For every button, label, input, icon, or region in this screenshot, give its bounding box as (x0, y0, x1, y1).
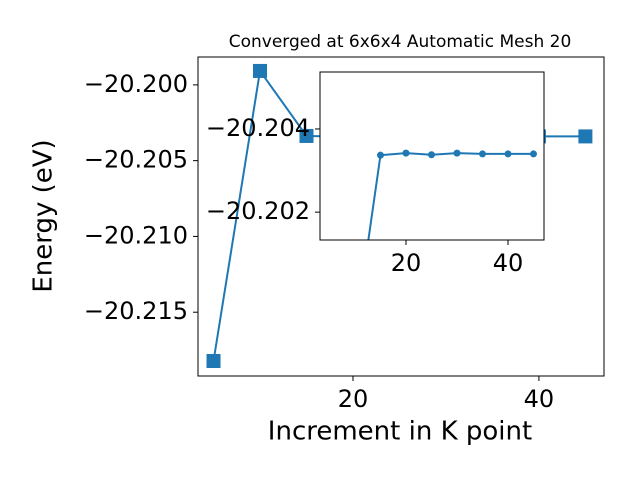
marker (299, 128, 314, 143)
y-tick-label: −20.200 (84, 70, 188, 98)
y-tick-label: −20.205 (84, 146, 188, 174)
x-tick-label: 20 (391, 249, 422, 277)
marker (427, 151, 435, 159)
chart-title: Converged at 6x6x4 Automatic Mesh 20 (229, 32, 572, 52)
x-tick-label: 20 (338, 385, 369, 413)
marker (529, 150, 537, 158)
axes-frame (319, 71, 545, 241)
y-tick-label: −20.202 (206, 197, 310, 225)
marker (504, 150, 512, 158)
x-tick-label: 40 (524, 385, 555, 413)
axes-frame (197, 56, 605, 377)
x-tick-label: 40 (493, 249, 524, 277)
plot-area (367, 149, 537, 240)
marker (402, 149, 410, 157)
y-axis-label: Energy (eV) (29, 139, 59, 292)
marker (478, 150, 486, 158)
x-axis-label: Increment in K point (268, 417, 532, 447)
marker (376, 151, 384, 159)
marker (578, 129, 593, 144)
y-tick-label: −20.204 (206, 114, 310, 142)
series-line (367, 152, 534, 240)
y-tick-label: −20.215 (84, 297, 188, 325)
marker (253, 63, 268, 78)
marker (206, 353, 221, 368)
marker (453, 149, 461, 157)
axes: 20 40 −20.204 −20.202 (206, 71, 545, 277)
y-tick-label: −20.210 (84, 221, 188, 249)
